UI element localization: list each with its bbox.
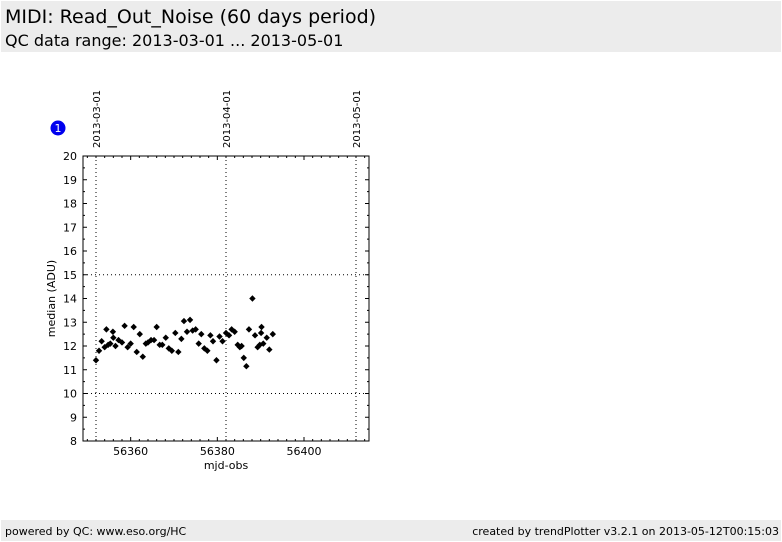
data-point <box>92 357 100 364</box>
y-tick-label: 9 <box>70 411 77 424</box>
x-axis-label: mjd-obs <box>204 459 249 472</box>
data-point <box>104 341 112 349</box>
data-point <box>231 328 238 335</box>
data-point <box>118 339 126 346</box>
y-tick-label: 20 <box>63 150 77 163</box>
y-tick-label: 8 <box>70 435 77 448</box>
data-point <box>207 332 214 339</box>
y-tick-label: 14 <box>63 293 77 306</box>
data-point <box>144 339 152 346</box>
data-point <box>192 326 199 333</box>
x-tick-label: 56360 <box>113 445 148 458</box>
data-point <box>222 329 230 337</box>
data-point <box>153 323 160 331</box>
data-point <box>112 342 119 350</box>
data-point <box>150 336 158 344</box>
data-point <box>216 333 223 340</box>
y-tick-label: 17 <box>63 221 77 234</box>
data-point <box>243 362 250 370</box>
data-point <box>101 343 108 351</box>
date-marker-label: 2013-03-01 <box>92 90 103 148</box>
data-point <box>266 346 273 353</box>
report-title: MIDI: Read_Out_Noise (60 days period) <box>5 6 377 28</box>
data-point <box>109 328 117 335</box>
data-point <box>238 342 245 350</box>
y-tick-label: 19 <box>63 174 77 187</box>
data-point <box>124 343 131 351</box>
plot-number-badge <box>50 120 66 136</box>
data-point <box>183 328 191 335</box>
created-by-text: created by trendPlotter v3.2.1 on 2013-0… <box>472 525 779 538</box>
data-point <box>219 338 226 345</box>
powered-by-text: powered by QC: www.eso.org/HC <box>5 525 187 538</box>
y-tick-label: 11 <box>63 364 77 377</box>
data-point <box>127 340 134 347</box>
data-point <box>260 340 267 347</box>
data-point <box>136 330 143 338</box>
data-point <box>245 326 253 333</box>
plot-number-label: 1 <box>55 122 62 135</box>
data-point <box>121 322 128 330</box>
data-point <box>95 347 103 354</box>
report-subtitle: QC data range: 2013-03-01 ... 2013-05-01 <box>5 31 344 50</box>
data-point <box>213 357 220 364</box>
data-point <box>251 332 259 339</box>
data-point <box>168 347 176 354</box>
plot-frame <box>82 155 370 442</box>
data-point <box>98 338 105 345</box>
y-tick-label: 18 <box>63 198 77 211</box>
data-point <box>195 340 202 347</box>
data-point <box>198 330 205 338</box>
y-tick-label: 10 <box>63 388 77 401</box>
report-header: MIDI: Read_Out_Noise (60 days period) QC… <box>1 1 781 52</box>
data-point <box>186 316 194 324</box>
data-point <box>159 341 166 349</box>
data-point <box>178 335 185 343</box>
data-point <box>258 323 265 331</box>
date-marker-label: 2013-04-01 <box>222 90 233 148</box>
data-point <box>130 323 137 331</box>
data-point <box>133 348 140 356</box>
y-axis-label: median (ADU) <box>45 260 58 337</box>
data-point <box>225 332 233 339</box>
data-point <box>204 347 211 354</box>
date-marker-label: 2013-05-01 <box>352 90 363 148</box>
data-point <box>257 329 265 337</box>
data-point <box>162 334 169 341</box>
data-point <box>110 334 117 341</box>
data-point <box>240 354 247 362</box>
y-tick-label: 15 <box>63 269 77 282</box>
data-point <box>139 353 146 360</box>
data-point <box>172 329 179 337</box>
data-point <box>103 326 110 333</box>
data-point <box>175 348 182 356</box>
y-tick-label: 12 <box>63 340 77 353</box>
data-point <box>209 338 217 345</box>
data-point <box>269 330 276 338</box>
y-tick-label: 13 <box>63 316 77 329</box>
report-footer: powered by QC: www.eso.org/HC created by… <box>1 520 781 541</box>
data-point <box>189 327 196 334</box>
y-tick-label: 16 <box>63 245 77 258</box>
x-tick-label: 56380 <box>200 445 235 458</box>
data-point <box>249 295 256 302</box>
data-point <box>107 340 114 347</box>
data-point <box>180 317 188 325</box>
x-tick-label: 56400 <box>287 445 322 458</box>
data-point <box>228 326 235 333</box>
data-point <box>263 334 270 341</box>
